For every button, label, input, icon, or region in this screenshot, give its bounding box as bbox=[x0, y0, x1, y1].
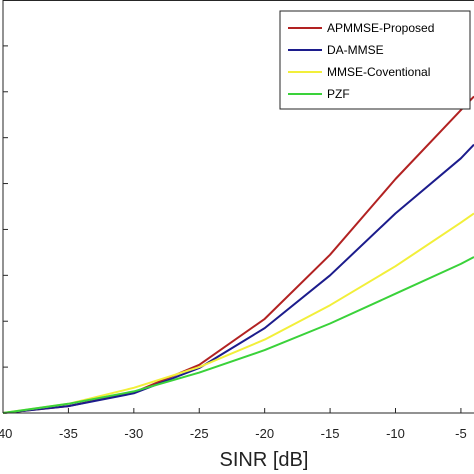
x-axis-title: SINR [dB] bbox=[220, 449, 309, 471]
x-tick-label: -15 bbox=[321, 426, 340, 441]
x-tick-label: -40 bbox=[0, 426, 12, 441]
x-tick-label: -35 bbox=[59, 426, 78, 441]
series-line-da-mmse bbox=[2, 143, 474, 414]
x-tick-label: -10 bbox=[386, 426, 405, 441]
x-tick-label: -20 bbox=[255, 426, 274, 441]
x-tick-label: -30 bbox=[124, 426, 143, 441]
series-line-mmse-coventional bbox=[2, 212, 474, 414]
series-layer bbox=[2, 95, 474, 414]
ticks-layer: -40 -35 -30 -25 -20 -15 -10 -5 bbox=[0, 0, 467, 441]
series-line-pzf bbox=[2, 256, 474, 414]
x-tick-label: -5 bbox=[455, 426, 467, 441]
legend-entry-label: DA-MMSE bbox=[327, 43, 384, 57]
x-tick-label: -25 bbox=[190, 426, 209, 441]
legend-entry-label: PZF bbox=[327, 87, 350, 101]
legend-entry-label: APMMSE-Proposed bbox=[327, 21, 434, 35]
legend: APMMSE-Proposed DA-MMSE MMSE-Coventional PZ… bbox=[279, 10, 471, 110]
legend-entry-label: MMSE-Coventional bbox=[327, 65, 430, 79]
series-line-apmmse-proposed bbox=[2, 95, 474, 414]
